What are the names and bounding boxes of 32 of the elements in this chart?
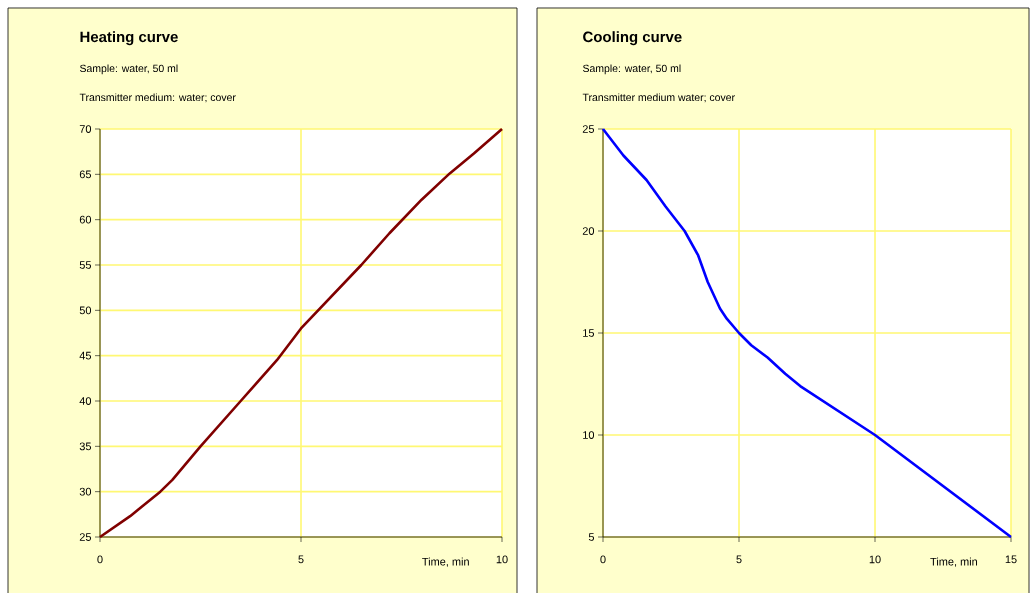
chart-title: Cooling curve — [583, 31, 682, 46]
y-tick-label: 5 — [588, 533, 595, 541]
y-tick-label: 50 — [79, 306, 92, 315]
x-tick-label: 10 — [496, 555, 508, 564]
y-tick-label: 10 — [583, 431, 595, 439]
x-axis-title: Time, min — [422, 557, 469, 567]
y-tick-label: 25 — [582, 125, 595, 133]
y-tick-label: 25 — [79, 533, 92, 541]
x-tick-label: 15 — [1005, 555, 1017, 564]
text: Transmitter medium water; cover — [582, 93, 735, 103]
y-tick-label: 40 — [79, 397, 92, 405]
y-tick-label: 70 — [79, 125, 92, 133]
y-tick-label: 60 — [79, 215, 92, 224]
y-tick-label: 55 — [79, 261, 92, 269]
y-tick-label: 15 — [583, 329, 595, 337]
chart-subtitle: Sample: water, 50 ml — [79, 64, 178, 75]
y-tick-label: 30 — [79, 487, 92, 496]
x-tick-label: 10 — [869, 555, 881, 564]
y-tick-label: 65 — [79, 170, 92, 179]
x-axis-title: Time, min — [930, 557, 978, 567]
text: Transmitter medium: water; cover — [79, 93, 236, 103]
line-series — [601, 127, 1013, 539]
y-tick-label: 45 — [79, 351, 92, 360]
x-tick-label: 5 — [298, 555, 304, 564]
x-tick-label: 0 — [97, 555, 103, 564]
chart-subtitle: Sample: water, 50 ml — [583, 64, 681, 75]
y-tick-label: 20 — [582, 227, 595, 235]
chart-title: Heating curve — [80, 31, 178, 46]
x-tick-label: 0 — [600, 555, 606, 564]
y-tick-label: 35 — [79, 442, 92, 451]
line-series — [98, 127, 504, 539]
x-tick-label: 5 — [736, 555, 742, 564]
